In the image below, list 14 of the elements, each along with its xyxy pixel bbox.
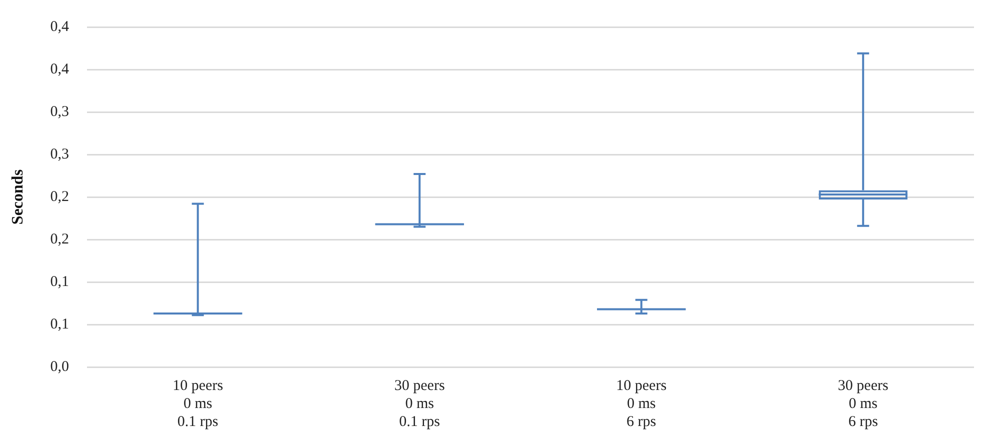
x-tick-label: 30 peers 0 ms 0.1 rps: [394, 378, 445, 430]
y-tick-label: 0,0: [50, 358, 69, 375]
y-tick-label: 0,3: [50, 146, 69, 162]
x-tick-label: 10 peers 0 ms 0.1 rps: [172, 378, 224, 430]
y-tick-label: 0,1: [50, 316, 69, 332]
y-tick-label: 0,2: [50, 231, 69, 248]
x-tick-label: 30 peers 0 ms 6 rps: [838, 378, 888, 430]
y-axis-title: Seconds: [10, 169, 27, 225]
x-tick-label: 10 peers 0 ms 6 rps: [616, 378, 667, 430]
y-tick-label: 0,4: [50, 18, 70, 35]
y-tick-label: 0,4: [50, 61, 70, 78]
y-tick-label: 0,1: [50, 274, 69, 290]
y-tick-label: 0,2: [50, 188, 69, 205]
y-tick-label: 0,3: [50, 104, 69, 120]
